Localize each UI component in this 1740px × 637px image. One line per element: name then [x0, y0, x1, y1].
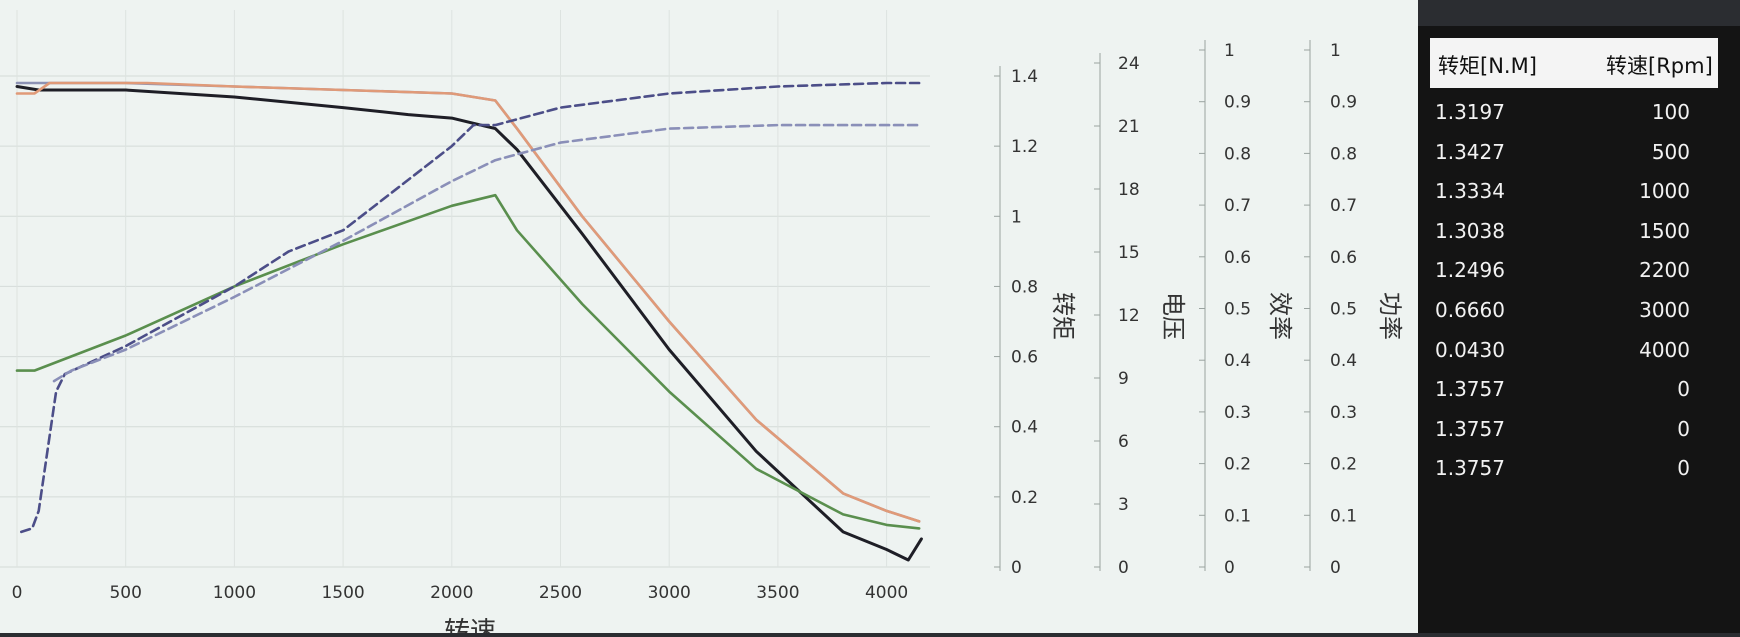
column-header-speed: 转速[Rpm] — [1606, 54, 1713, 78]
y-tick-label: 12 — [1118, 306, 1140, 326]
table-cell-torque: 1.3757 — [1435, 416, 1505, 441]
table-cell-torque: 1.3427 — [1435, 139, 1505, 164]
y-tick-label: 0.9 — [1224, 93, 1251, 113]
y-tick-label: 0.4 — [1330, 351, 1357, 371]
table-cell-speed: 4000 — [1639, 337, 1690, 362]
y-tick-label: 0.7 — [1330, 196, 1357, 216]
y-tick-label: 0.4 — [1011, 418, 1038, 438]
y-tick-label: 1 — [1330, 41, 1341, 61]
series-line — [52, 123, 921, 383]
series-line — [15, 85, 923, 562]
y-tick-label: 0 — [1011, 558, 1022, 578]
y-tick-label: 18 — [1118, 180, 1140, 200]
y-tick-label: 1.4 — [1011, 67, 1038, 87]
y-tick-label: 0.8 — [1224, 144, 1251, 164]
y-tick-label: 0.1 — [1224, 506, 1251, 526]
y-tick-label: 6 — [1118, 432, 1129, 452]
y-tick-label: 9 — [1118, 369, 1129, 389]
y-axis-label: 电压 — [1159, 292, 1187, 340]
x-tick-label: 0 — [12, 583, 23, 603]
y-tick-label: 0.3 — [1330, 403, 1357, 423]
y-tick-label: 24 — [1118, 54, 1140, 74]
data-table-header: 转矩[N.M] 转速[Rpm] — [1430, 38, 1718, 88]
series-line — [15, 81, 921, 523]
y-tick-label: 0.7 — [1224, 196, 1251, 216]
table-cell-torque: 1.3038 — [1435, 218, 1505, 243]
y-tick-label: 0.2 — [1224, 455, 1251, 475]
chart-panel: 0 500 1000 1500 2000 2500 3000 3500 4000 转速 0 0.2 0.… — [0, 0, 1418, 633]
y-tick-label: 0.3 — [1224, 403, 1251, 423]
y-tick-label: 0.2 — [1011, 488, 1038, 508]
y-tick-label: 0.2 — [1330, 455, 1357, 475]
y-tick-label: 21 — [1118, 117, 1140, 137]
series-line — [15, 81, 921, 523]
y-tick-label: 15 — [1118, 243, 1140, 263]
x-tick-label: 2000 — [430, 583, 473, 603]
y-tick-label: 3 — [1118, 495, 1129, 515]
y-tick-label: 1 — [1011, 207, 1022, 227]
table-cell-speed: 1500 — [1639, 218, 1690, 243]
y-axis-label: 功率 — [1376, 292, 1404, 340]
table-cell-torque: 0.6660 — [1435, 298, 1505, 322]
y-axis-label: 转矩 — [1049, 292, 1077, 340]
x-axis-label: 转速 — [444, 617, 496, 633]
y-axis-label: 效率 — [1266, 292, 1294, 340]
data-table-panel — [1418, 26, 1740, 633]
table-cell-speed: 3000 — [1639, 298, 1690, 322]
y-tick-label: 0 — [1330, 558, 1341, 578]
x-tick-label: 1500 — [321, 583, 364, 603]
table-cell-speed: 0 — [1677, 456, 1690, 481]
y-tick-label: 0.5 — [1330, 300, 1357, 320]
x-tick-label: 500 — [109, 583, 141, 603]
series-line — [15, 193, 921, 530]
table-cell-speed: 0 — [1677, 416, 1690, 441]
y-tick-label: 0 — [1224, 558, 1235, 578]
y-tick-label: 0.6 — [1011, 348, 1038, 368]
y-tick-label: 0.6 — [1330, 248, 1357, 268]
window-topband — [1418, 0, 1740, 26]
y-tick-label: 0.1 — [1330, 506, 1357, 526]
y-tick-label: 0.9 — [1330, 93, 1357, 113]
table-cell-torque: 1.2496 — [1435, 258, 1505, 283]
y-tick-label: 0.8 — [1330, 144, 1357, 164]
table-cell-speed: 1000 — [1639, 179, 1690, 204]
x-tick-label: 3000 — [648, 583, 691, 603]
y-tick-label: 1.2 — [1011, 137, 1038, 157]
table-cell-speed: 100 — [1651, 100, 1690, 124]
x-tick-label: 2500 — [539, 583, 582, 603]
x-tick-label: 4000 — [865, 583, 908, 603]
table-cell-torque: 0.0430 — [1435, 337, 1505, 362]
y-tick-label: 0 — [1118, 558, 1129, 578]
table-cell-speed: 2200 — [1639, 258, 1690, 283]
x-tick-label: 1000 — [213, 583, 256, 603]
y-tick-label: 0.5 — [1224, 300, 1251, 320]
table-cell-torque: 1.3197 — [1435, 100, 1505, 124]
table-cell-torque: 1.3757 — [1435, 377, 1505, 402]
table-cell-speed: 0 — [1677, 377, 1690, 402]
table-cell-torque: 1.3334 — [1435, 179, 1505, 204]
y-tick-label: 0.8 — [1011, 277, 1038, 297]
table-cell-torque: 1.3757 — [1435, 456, 1505, 481]
y-tick-label: 1 — [1224, 41, 1235, 61]
column-header-torque: 转矩[N.M] — [1438, 54, 1537, 78]
series-line — [19, 81, 921, 534]
table-cell-speed: 500 — [1651, 139, 1690, 164]
chart: 0 500 1000 1500 2000 2500 3000 3500 4000转速00.20.… — [0, 10, 1404, 633]
y-tick-label: 0.4 — [1224, 351, 1251, 371]
y-tick-label: 0.6 — [1224, 248, 1251, 268]
x-tick-label: 3500 — [756, 583, 799, 603]
